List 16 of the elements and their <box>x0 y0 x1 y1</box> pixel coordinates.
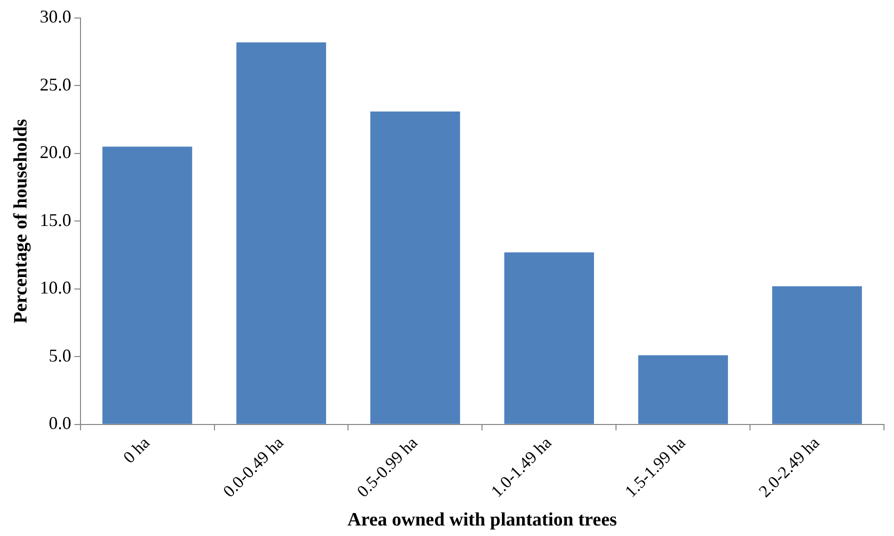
y-tick-label: 20.0 <box>40 142 72 162</box>
bar <box>102 146 192 424</box>
y-tick-label: 15.0 <box>40 210 72 230</box>
y-tick-label: 10.0 <box>40 278 72 298</box>
bar <box>504 252 594 424</box>
y-tick-label: 5.0 <box>48 345 72 366</box>
x-axis-title: Area owned with plantation trees <box>347 510 617 531</box>
x-tick-label: 0 ha <box>119 432 154 467</box>
y-tick-label: 0.0 <box>48 413 72 434</box>
y-tick-label: 30.0 <box>40 6 72 27</box>
y-axis-title: Percentage of households <box>10 118 32 324</box>
y-tick-label: 25.0 <box>40 74 72 94</box>
bar <box>370 111 460 424</box>
bar <box>236 42 326 424</box>
bar <box>638 355 728 424</box>
bar <box>772 286 862 424</box>
